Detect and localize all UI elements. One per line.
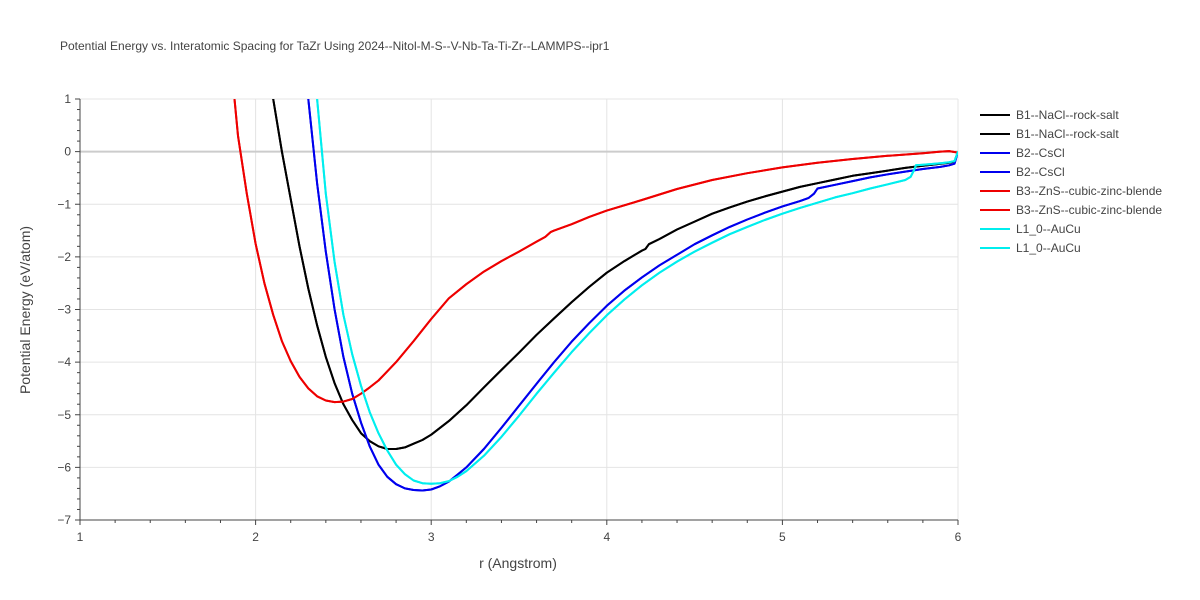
x-tick-label: 1 bbox=[77, 530, 84, 544]
legend-item[interactable]: B1--NaCl--rock-salt bbox=[980, 108, 1119, 122]
legend-item[interactable]: B2--CsCl bbox=[980, 165, 1065, 179]
legend-item[interactable]: L1_0--AuCu bbox=[980, 241, 1081, 255]
legend-label: L1_0--AuCu bbox=[1016, 241, 1081, 255]
y-tick-label: −4 bbox=[57, 355, 71, 369]
legend-item[interactable]: B3--ZnS--cubic-zinc-blende bbox=[980, 184, 1162, 198]
legend-item[interactable]: L1_0--AuCu bbox=[980, 222, 1081, 236]
legend-label: B3--ZnS--cubic-zinc-blende bbox=[1016, 184, 1162, 198]
legend-label: B1--NaCl--rock-salt bbox=[1016, 127, 1119, 141]
series-line-8[interactable] bbox=[316, 99, 958, 485]
y-axis-title: Potential Energy (eV/atom) bbox=[17, 226, 33, 394]
y-tick-label: −6 bbox=[57, 460, 71, 474]
x-axis-title: r (Angstrom) bbox=[479, 555, 557, 571]
legend-label: L1_0--AuCu bbox=[1016, 222, 1081, 236]
y-tick-label: −3 bbox=[57, 303, 71, 317]
legend-label: B3--ZnS--cubic-zinc-blende bbox=[1016, 203, 1162, 217]
y-tick-label: 1 bbox=[64, 92, 71, 106]
y-tick-label: −2 bbox=[57, 250, 71, 264]
y-tick-label: 0 bbox=[64, 145, 71, 159]
legend-label: B2--CsCl bbox=[1016, 165, 1065, 179]
chart-title: Potential Energy vs. Interatomic Spacing… bbox=[60, 39, 610, 53]
series-line-7[interactable] bbox=[316, 99, 958, 485]
x-tick-label: 4 bbox=[603, 530, 610, 544]
legend-item[interactable]: B2--CsCl bbox=[980, 146, 1065, 160]
axes: 1 2 3 4 5 6 1 0 −1 −2 −3 −4 −5 −6 −7 bbox=[57, 92, 961, 544]
plot-area bbox=[233, 99, 959, 492]
y-tick-label: −7 bbox=[57, 513, 71, 527]
legend-label: B1--NaCl--rock-salt bbox=[1016, 108, 1119, 122]
x-tick-label: 2 bbox=[252, 530, 259, 544]
legend[interactable]: B1--NaCl--rock-salt B1--NaCl--rock-salt B2… bbox=[980, 108, 1162, 255]
x-tick-label: 3 bbox=[428, 530, 435, 544]
series-line-4[interactable] bbox=[307, 99, 958, 492]
x-tick-label: 5 bbox=[779, 530, 786, 544]
x-tick-label: 6 bbox=[955, 530, 962, 544]
legend-item[interactable]: B1--NaCl--rock-salt bbox=[980, 127, 1119, 141]
series-line-2[interactable] bbox=[272, 99, 958, 450]
y-tick-label: −1 bbox=[57, 197, 71, 211]
legend-item[interactable]: B3--ZnS--cubic-zinc-blende bbox=[980, 203, 1162, 217]
y-tick-label: −5 bbox=[57, 408, 71, 422]
series-line-6[interactable] bbox=[233, 99, 959, 404]
legend-label: B2--CsCl bbox=[1016, 146, 1065, 160]
